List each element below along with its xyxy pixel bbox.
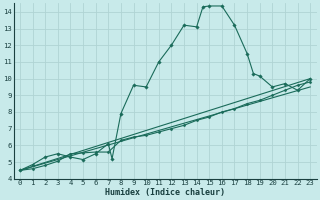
X-axis label: Humidex (Indice chaleur): Humidex (Indice chaleur) — [105, 188, 225, 197]
